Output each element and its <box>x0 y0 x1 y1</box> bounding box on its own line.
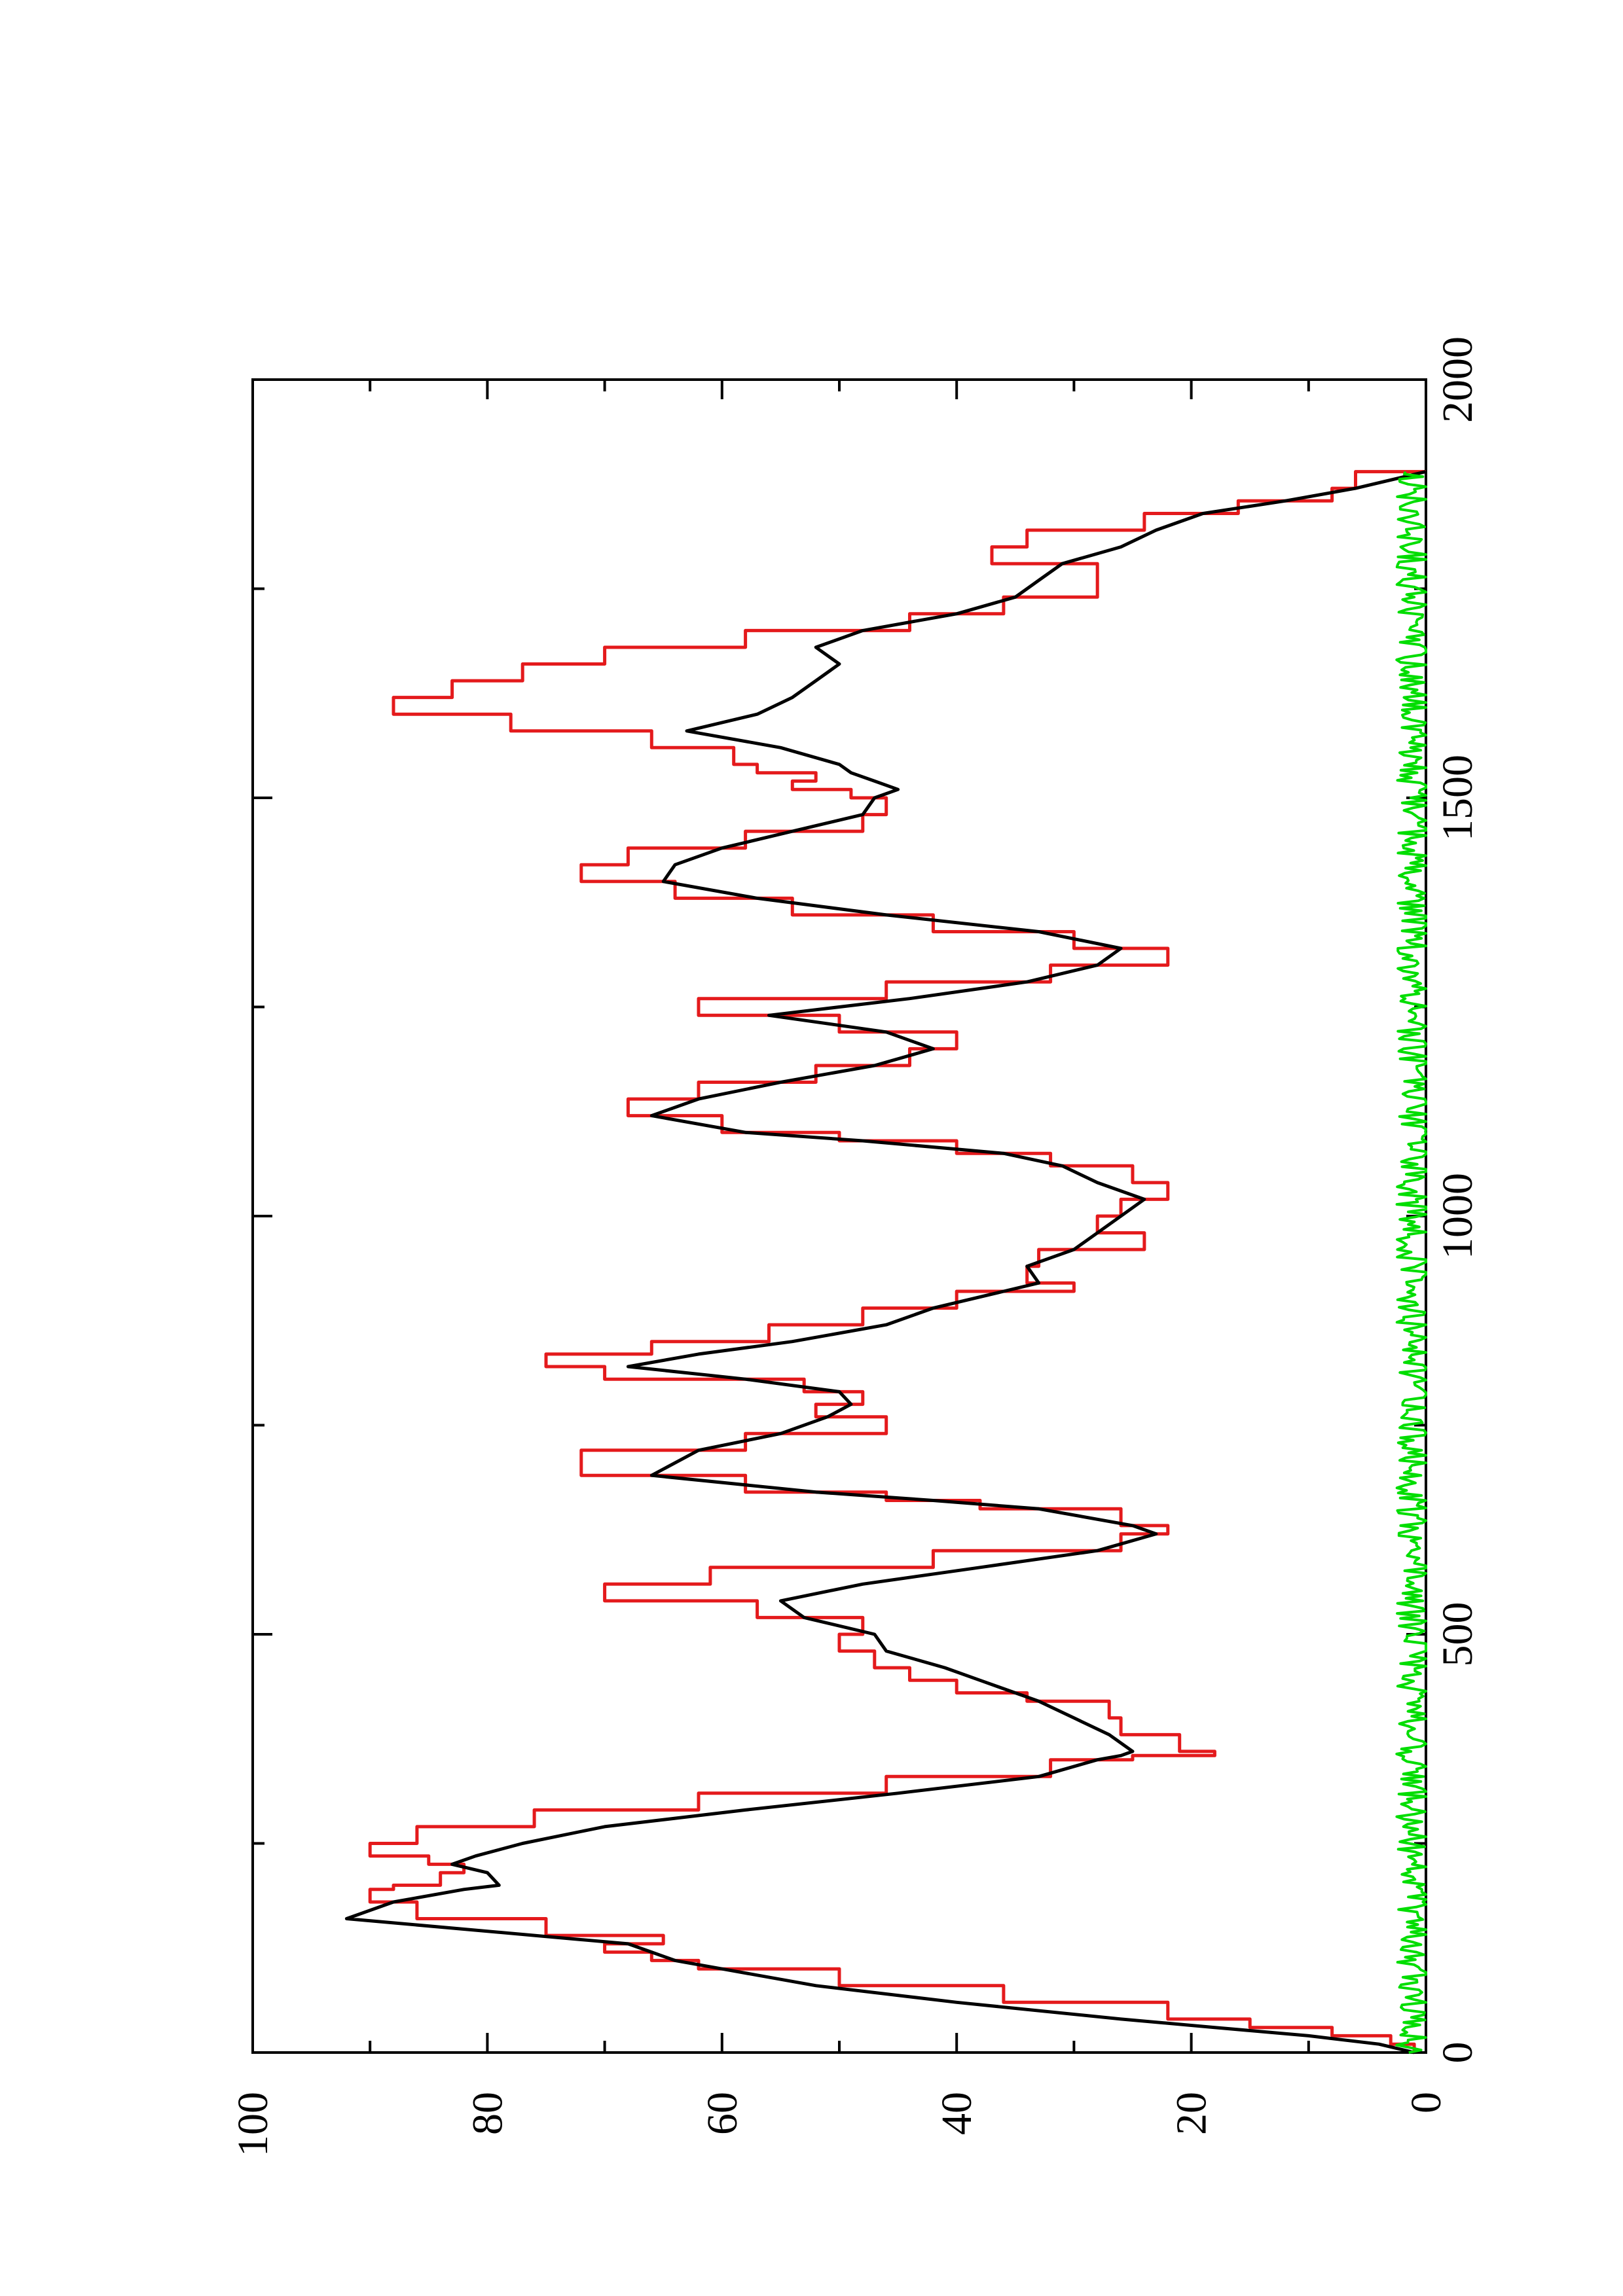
series-line-0 <box>368 470 1426 2053</box>
y-tick-label: 80 <box>464 2092 511 2135</box>
series-line-1 <box>344 470 1427 2054</box>
y-tick-label: 0 <box>1402 2092 1450 2113</box>
y-tick-label: 40 <box>933 2092 981 2135</box>
y-tick-label: 20 <box>1168 2092 1216 2135</box>
y-tick-label: 100 <box>229 2092 277 2157</box>
series-group <box>344 470 1427 2054</box>
x-tick-label: 1500 <box>1434 755 1482 841</box>
y-tick-label: 60 <box>699 2092 746 2135</box>
tick-group: 0 500 1000 1500 2000 0 20 40 60 80 100 <box>229 336 1482 2157</box>
x-tick-label: 1000 <box>1434 1173 1482 1259</box>
series-line-2 <box>1395 471 1427 2054</box>
x-tick-label: 0 <box>1434 2042 1482 2064</box>
x-tick-label: 500 <box>1434 1602 1482 1667</box>
x-tick-label: 2000 <box>1434 336 1482 423</box>
